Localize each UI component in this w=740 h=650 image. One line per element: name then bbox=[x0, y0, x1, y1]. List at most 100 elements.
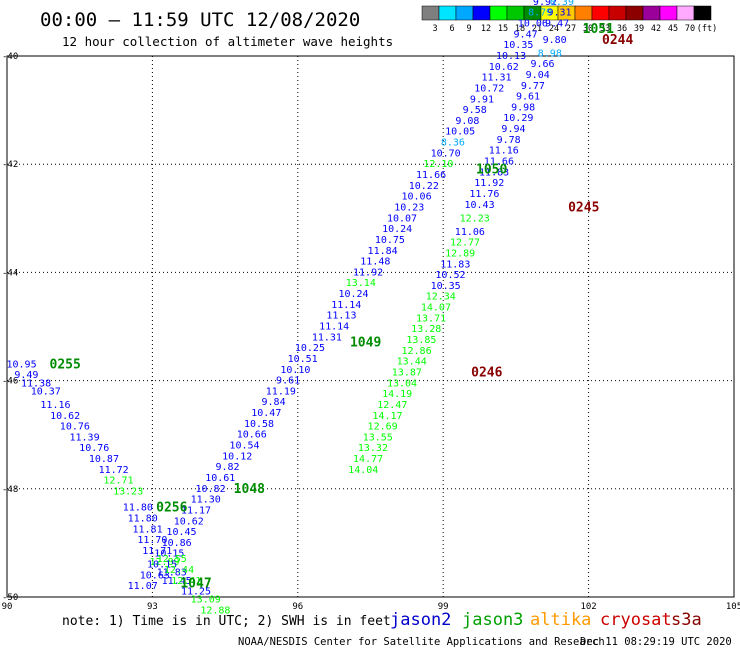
wave-height-value: 8.36 bbox=[441, 138, 465, 149]
colorbar-label: 18 bbox=[515, 24, 525, 34]
y-tick-label: -46 bbox=[2, 377, 18, 387]
colorbar-swatch bbox=[455, 5, 474, 21]
wave-height-value: 10.15 bbox=[154, 549, 184, 560]
wave-height-value: 11.07 bbox=[128, 581, 158, 592]
wave-height-value: 10.10 bbox=[280, 365, 310, 376]
x-tick-label: 102 bbox=[580, 602, 596, 612]
wave-height-value: 10.52 bbox=[435, 270, 465, 281]
wave-height-value: 10.24 bbox=[382, 224, 412, 235]
wave-height-value: 11.72 bbox=[99, 465, 129, 476]
x-tick-label: 105 bbox=[726, 602, 740, 612]
wave-height-value: 12.88 bbox=[200, 606, 230, 617]
wave-height-value: 11.48 bbox=[360, 257, 390, 268]
colorbar-swatch bbox=[591, 5, 610, 21]
wave-height-value: 11.76 bbox=[469, 189, 499, 200]
wave-height-value: 11.25 bbox=[181, 587, 211, 598]
wave-height-value: 11.83 bbox=[479, 167, 509, 178]
pass-number-label: 0244 bbox=[602, 33, 633, 48]
wave-height-value: 10.62 bbox=[489, 62, 519, 73]
wave-height-value: 11.80 bbox=[123, 503, 153, 514]
note-text: note: 1) Time is in UTC; 2) SWH is in fe… bbox=[62, 614, 391, 629]
wave-height-value: 9.77 bbox=[521, 81, 545, 92]
wave-height-value: 14.77 bbox=[353, 454, 383, 465]
wave-height-value: 11.30 bbox=[191, 495, 221, 506]
wave-height-value: 11.84 bbox=[368, 246, 398, 257]
wave-height-value: 14.19 bbox=[382, 389, 412, 400]
wave-height-value: 10.37 bbox=[31, 386, 61, 397]
wave-height-value: 10.61 bbox=[205, 473, 235, 484]
wave-height-value: 11.31 bbox=[312, 332, 342, 343]
wave-height-value: 10.54 bbox=[229, 441, 259, 452]
wave-height-value: 10.47 bbox=[251, 408, 281, 419]
colorbar-label: 33 bbox=[600, 24, 610, 34]
wave-height-value: 10.05 bbox=[445, 127, 475, 138]
plot-frame bbox=[6, 55, 735, 598]
colorbar-swatch bbox=[489, 5, 508, 21]
colorbar: 3 6 9 12 15 18 21 24 27 30 33 36 39 42 45 70 (ft) bbox=[421, 5, 717, 34]
colorbar-label: 12 bbox=[481, 24, 491, 34]
pass-number-label: 1050 bbox=[476, 163, 507, 178]
wave-height-value: 14.17 bbox=[372, 411, 402, 422]
pass-number-label: 1051 bbox=[583, 22, 614, 37]
wave-height-value: 11.16 bbox=[40, 400, 70, 411]
wave-height-value: 11.71 bbox=[142, 546, 172, 557]
wave-height-value: 13.87 bbox=[392, 367, 422, 378]
wave-height-value: 11.14 bbox=[331, 300, 361, 311]
wave-height-value: 12.89 bbox=[149, 557, 179, 568]
wave-height-value: 10.72 bbox=[474, 83, 504, 94]
pass-number-label: 1048 bbox=[234, 482, 265, 497]
wave-height-value: 12.86 bbox=[401, 346, 431, 357]
wave-height-value: 9.61 bbox=[516, 92, 540, 103]
wave-height-value: 9.58 bbox=[463, 105, 487, 116]
wave-height-value: 9.78 bbox=[497, 135, 521, 146]
pass-number-label: 0256 bbox=[156, 501, 187, 516]
chart-subtitle: 12 hour collection of altimeter wave hei… bbox=[62, 34, 393, 49]
colorbar-label: 27 bbox=[566, 24, 576, 34]
wave-height-value: 11.31 bbox=[481, 73, 511, 84]
wave-height-value: 13.04 bbox=[387, 378, 417, 389]
wave-height-value: 11.92 bbox=[353, 267, 383, 278]
wave-height-value: 9.82 bbox=[215, 462, 239, 473]
wave-height-value: 11.39 bbox=[69, 432, 99, 443]
wave-height-value: 12.71 bbox=[103, 476, 133, 487]
wave-height-value: 11.81 bbox=[132, 524, 162, 535]
colorbar-label: 21 bbox=[532, 24, 542, 34]
wave-height-value: 11.45 bbox=[162, 576, 192, 587]
wave-height-value: 13.55 bbox=[363, 432, 393, 443]
wave-height-value: 10.29 bbox=[503, 113, 533, 124]
wave-height-value: 12.23 bbox=[460, 213, 490, 224]
wave-height-value: 10.45 bbox=[166, 527, 196, 538]
wave-height-value: 10.51 bbox=[288, 354, 318, 365]
wave-height-value: 10.25 bbox=[295, 343, 325, 354]
wave-height-value: 10.82 bbox=[196, 484, 226, 495]
wave-height-value: 9.04 bbox=[526, 70, 550, 81]
wave-height-value: 9.98 bbox=[511, 102, 535, 113]
wave-height-value: 11.70 bbox=[137, 535, 167, 546]
colorbar-swatch bbox=[608, 5, 627, 21]
wave-height-value: 13.71 bbox=[416, 313, 446, 324]
wave-height-value: 10.66 bbox=[237, 430, 267, 441]
colorbar-swatch bbox=[438, 5, 457, 21]
colorbar-label: 42 bbox=[651, 24, 661, 34]
pass-labels: 0255025610471048104910501051024302440245… bbox=[50, 22, 634, 592]
wave-height-value: 10.15 bbox=[147, 560, 177, 571]
wave-height-value: 10.12 bbox=[222, 451, 252, 462]
wave-height-value: 10.06 bbox=[518, 19, 548, 30]
wave-height-value: 9.47 bbox=[545, 19, 569, 30]
colorbar-swatch bbox=[472, 5, 491, 21]
wave-height-value: 11.66 bbox=[484, 156, 514, 167]
wave-height-value: 12.47 bbox=[377, 400, 407, 411]
pass-number-label: 1047 bbox=[180, 576, 211, 591]
wave-height-value: 12.77 bbox=[450, 238, 480, 249]
colorbar-label: 9 bbox=[466, 24, 471, 34]
wave-height-value: 12.41 bbox=[171, 576, 201, 587]
pass-number-label: 0255 bbox=[50, 357, 81, 372]
wave-height-value: 9.49 bbox=[14, 370, 38, 381]
colorbar-label: 70 bbox=[685, 24, 695, 34]
wave-height-value: 12.89 bbox=[445, 248, 475, 259]
wave-height-value: 13.09 bbox=[191, 595, 221, 606]
y-tick-label: -44 bbox=[2, 268, 18, 278]
wave-height-value: 9.94 bbox=[501, 124, 525, 135]
wave-height-value: 9.91 bbox=[470, 94, 494, 105]
wave-height-value: 12.69 bbox=[368, 422, 398, 433]
